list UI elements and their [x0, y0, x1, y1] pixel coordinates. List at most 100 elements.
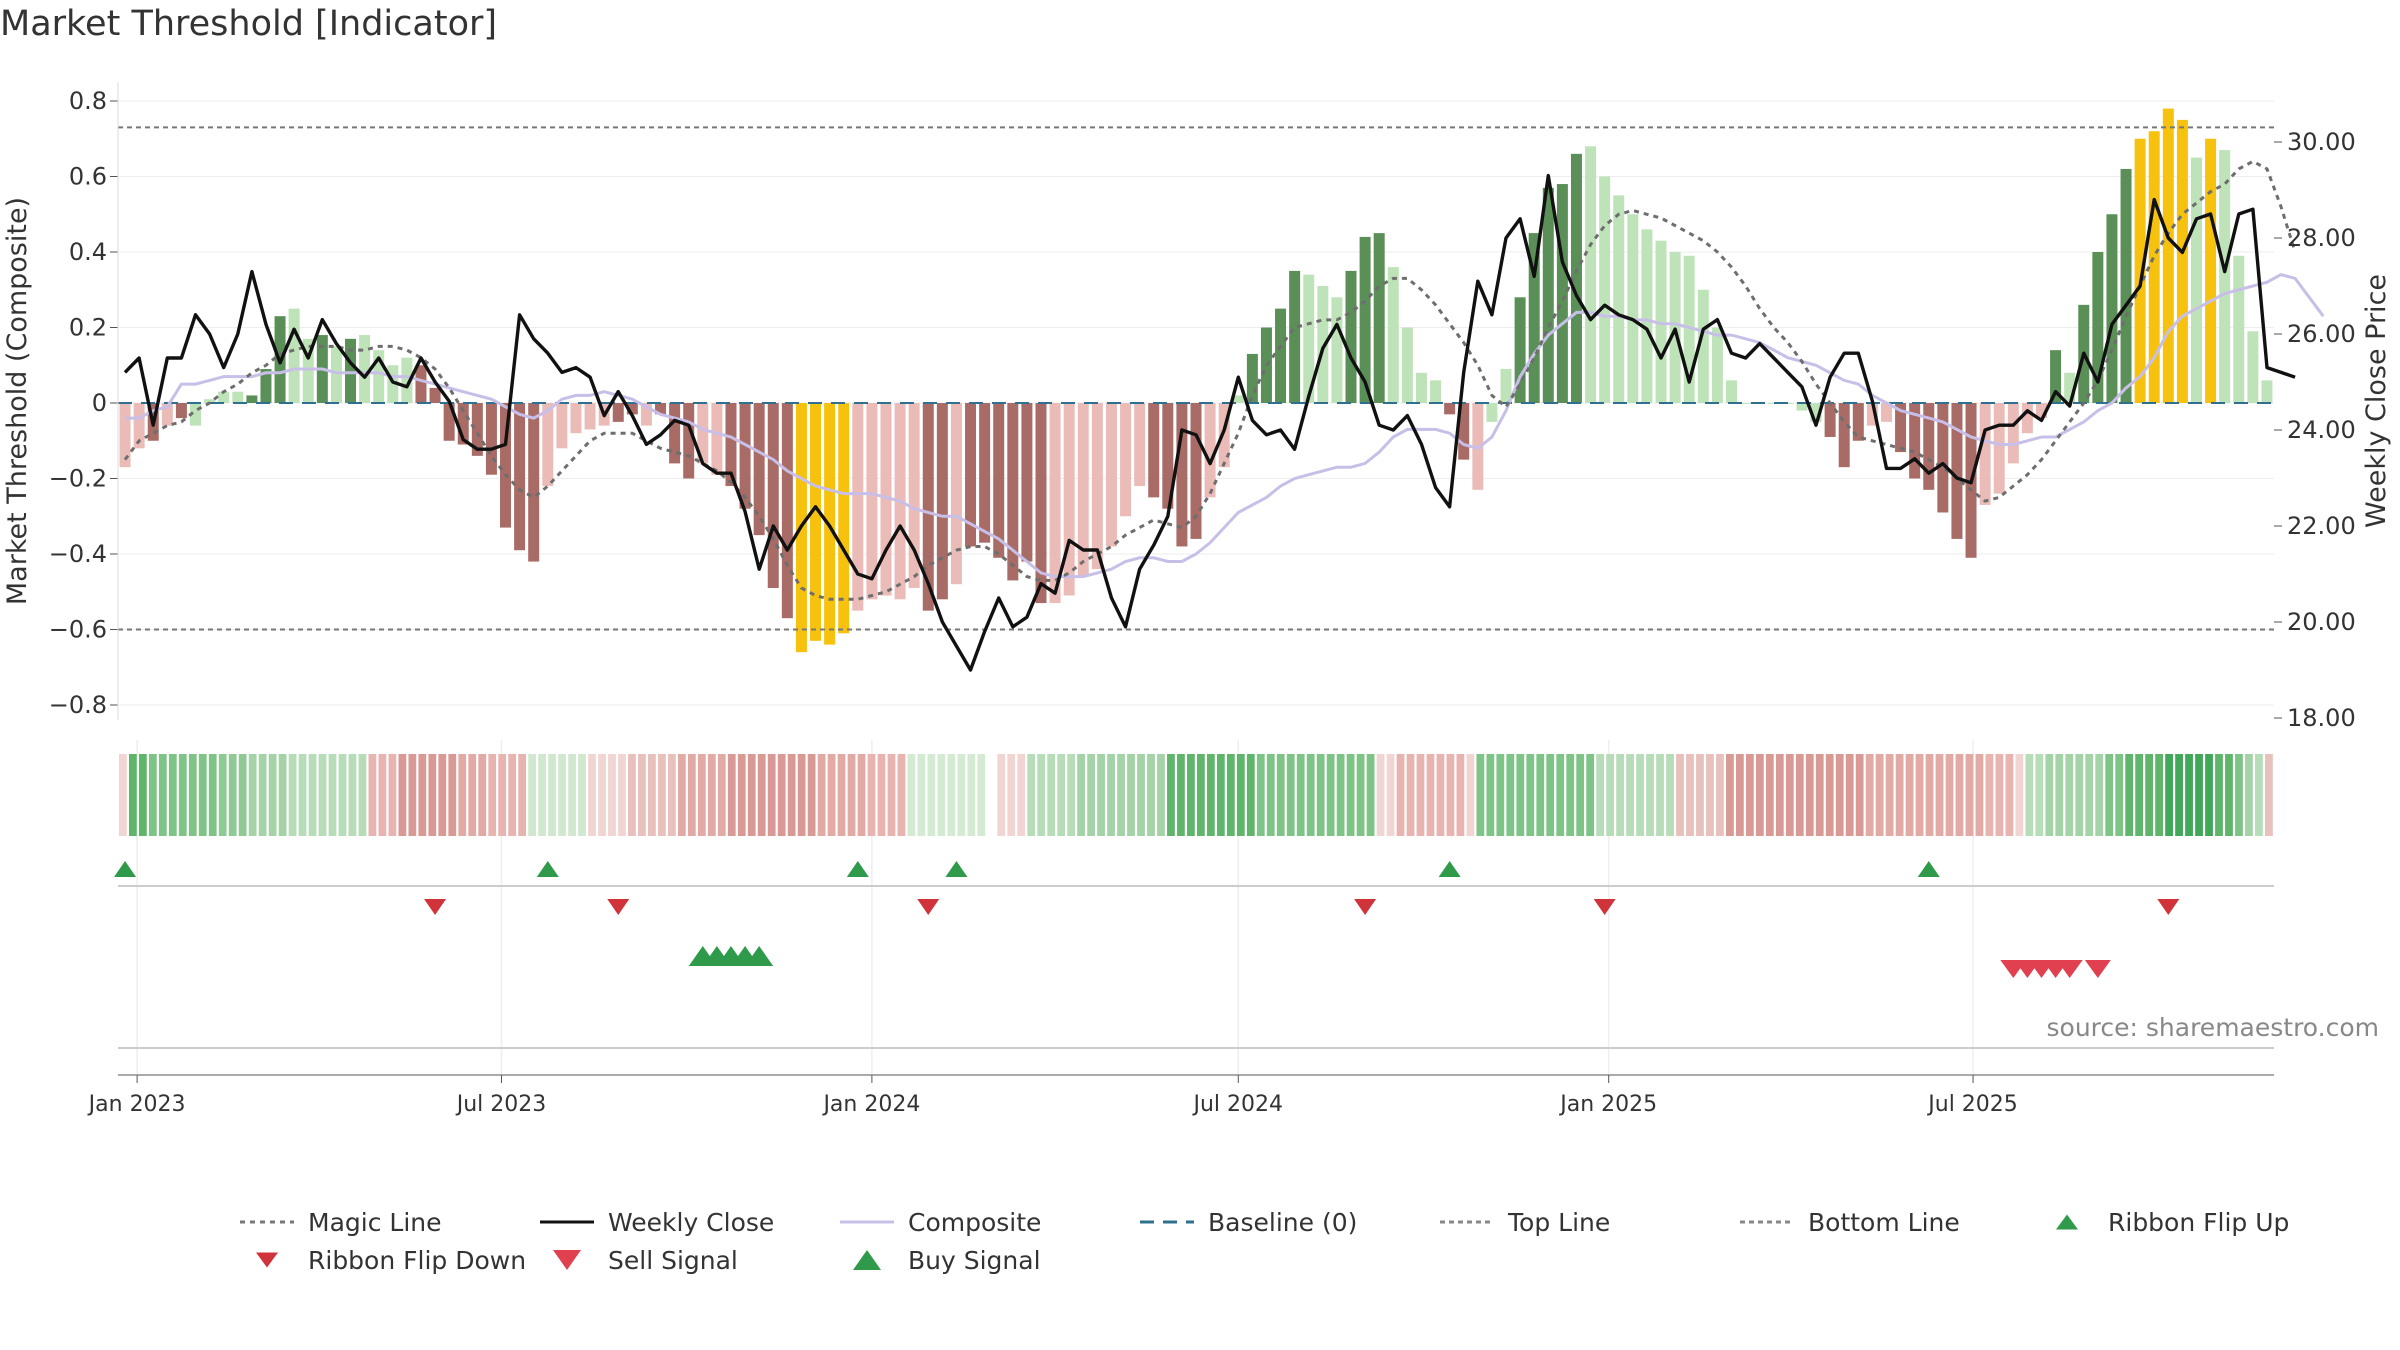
composite-bar: [1768, 403, 1780, 404]
composite-bar: [1951, 403, 1963, 539]
ribbon-cell: [717, 754, 726, 836]
composite-bar: [965, 403, 977, 547]
ribbon-cell: [1266, 754, 1275, 836]
ribbon-cell: [1895, 754, 1904, 836]
ribbon-cell: [2025, 754, 2034, 836]
legend-label: Ribbon Flip Down: [308, 1245, 527, 1275]
y-tick-label: 0.4: [69, 238, 107, 266]
ribbon-cell: [378, 754, 387, 836]
ribbon-cell: [508, 754, 517, 836]
ribbon-cell: [1536, 754, 1545, 836]
ribbon-cell: [408, 754, 417, 836]
ribbon-cell: [1666, 754, 1674, 836]
composite-bar: [570, 403, 582, 434]
ribbon-cell: [857, 754, 866, 836]
composite-bar: [1007, 403, 1019, 581]
x-tick-label: Jan 2024: [821, 1092, 920, 1117]
legend-item-buy: Buy Signal: [836, 1242, 1041, 1278]
composite-bar: [415, 365, 427, 403]
buy-signal-marker: [745, 946, 774, 966]
ribbon-cell: [1107, 754, 1115, 836]
ribbon-cell: [119, 754, 127, 836]
ribbon-cell: [1177, 754, 1185, 836]
composite-bar: [1275, 308, 1287, 403]
ribbon-cell: [667, 754, 676, 836]
ribbon-cell: [1047, 754, 1056, 836]
ribbon-cell: [2015, 754, 2024, 836]
ribbon-cell: [2065, 754, 2074, 836]
ribbon-cell: [1795, 754, 1804, 836]
composite-bar: [1190, 403, 1202, 539]
ribbon-cell: [2255, 754, 2263, 836]
composite-bar: [119, 403, 131, 468]
legend-swatch-flipup: [2056, 1214, 2078, 1230]
composite-bar: [2092, 252, 2104, 403]
composite-bar: [683, 403, 695, 479]
axes: 0.8 0.6 0.4 0.2 0 −0.2 −0.4 −0.6 −0.8 30.00 28.00 2…: [2, 82, 2392, 732]
composite-bar: [1415, 372, 1427, 403]
ribbon-cell: [1835, 754, 1844, 836]
composite-bar: [1359, 236, 1371, 403]
ribbon-cell: [1706, 754, 1714, 836]
ribbon-cell: [1526, 754, 1535, 836]
ribbon-cell: [1736, 754, 1744, 836]
ribbon-cell: [1845, 754, 1854, 836]
ribbon-cell: [258, 754, 267, 836]
ribbon-cell: [1785, 754, 1794, 836]
composite-bar: [753, 403, 765, 536]
legend-label: Buy Signal: [908, 1245, 1041, 1275]
ribbon-flip-down-marker: [424, 899, 447, 915]
legend-item-flipdown: Ribbon Flip Down: [236, 1242, 526, 1278]
ribbon-cell: [1755, 754, 1764, 836]
ribbon-cell: [1137, 754, 1145, 836]
legend-item-sell: Sell Signal: [536, 1242, 738, 1278]
legend-item-bottom: Bottom Line: [1736, 1204, 1960, 1240]
ribbon-cell: [2085, 754, 2094, 836]
composite-bar: [514, 403, 526, 551]
ribbon-cell: [2115, 754, 2124, 836]
ribbon-cell: [638, 754, 646, 836]
composite-bar: [204, 399, 216, 403]
composite-bar: [1796, 403, 1808, 411]
ribbon-cell: [158, 754, 167, 836]
ribbon-cell: [218, 754, 227, 836]
ribbon-cell: [1995, 754, 2004, 836]
ribbon-cell: [1506, 754, 1515, 836]
ribbon-cell: [1027, 754, 1036, 836]
ribbon-cell: [2175, 754, 2183, 836]
ribbon-cell: [1875, 754, 1884, 836]
composite-bar: [1444, 403, 1456, 415]
ribbon-cell: [907, 754, 916, 836]
y-right-tick-label: 22.00: [2287, 512, 2356, 540]
composite-bar: [288, 308, 300, 403]
legend-item-base: Baseline (0): [1136, 1204, 1357, 1240]
ribbon-cell: [1616, 754, 1625, 836]
source-note: source: sharemaestro.com: [2046, 1013, 2380, 1042]
ribbon-cell: [1496, 754, 1505, 836]
composite-bar: [2050, 350, 2062, 403]
legend-item-magic: Magic Line: [236, 1204, 442, 1240]
ribbon-cell: [1067, 754, 1076, 836]
ribbon-cell: [1815, 754, 1824, 836]
ribbon-cell: [228, 754, 237, 836]
composite-bar: [725, 403, 737, 487]
composite-bar: [485, 403, 497, 475]
ribbon-cell: [2185, 754, 2193, 836]
composite-bar: [1585, 146, 1597, 404]
composite-bar: [1838, 403, 1850, 468]
ribbon-cell: [1965, 754, 1974, 836]
ribbon-cell: [2125, 754, 2134, 836]
composite-bar: [697, 403, 709, 464]
composite-bar: [950, 403, 962, 585]
ribbon-cell: [1097, 754, 1105, 836]
legend-item-comp: Composite: [836, 1204, 1041, 1240]
ribbon-cell: [1885, 754, 1894, 836]
ribbon-cell: [1296, 754, 1305, 836]
legend-item-close: Weekly Close: [536, 1204, 774, 1240]
ribbon-cell: [1057, 754, 1066, 836]
legend-symbol-flipdown: [256, 1252, 278, 1268]
ribbon-cell: [727, 754, 736, 836]
ribbon-cell: [358, 754, 367, 836]
ribbon-cell: [198, 754, 207, 836]
